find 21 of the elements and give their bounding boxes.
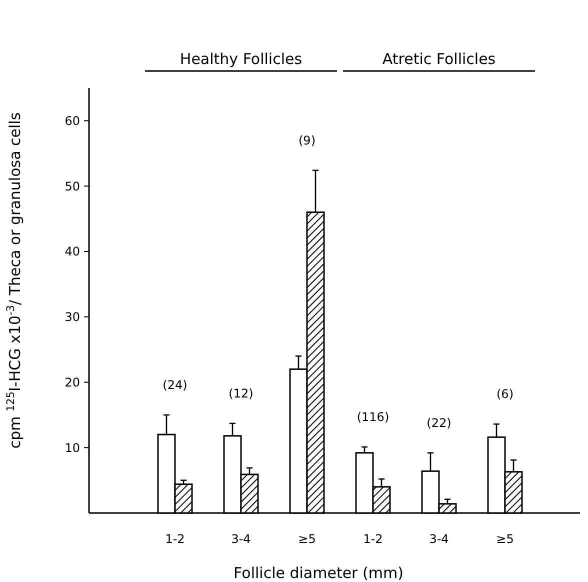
x-tick-label: 3-4: [231, 532, 251, 546]
x-tick-label: 1-2: [363, 532, 383, 546]
y-tick-label: 20: [64, 375, 80, 390]
y-tick-label: 10: [64, 440, 80, 455]
x-axis-title: Follicle diameter (mm): [234, 564, 404, 582]
x-tick-label: ≥5: [496, 532, 514, 546]
y-tick-label: 60: [64, 114, 80, 128]
text: Healthy Follicles: [180, 50, 302, 68]
annotation: (116): [356, 410, 390, 424]
annotation: (9): [298, 133, 316, 148]
y-tick-label: 30: [64, 310, 80, 324]
y-tick-label: 40: [64, 244, 80, 259]
annotation: (12): [228, 386, 254, 400]
annotation: (22): [426, 416, 452, 430]
x-tick-label: 1-2: [165, 532, 185, 546]
x-tick-label: ≥5: [298, 532, 316, 546]
y-tick-label: 50: [64, 179, 80, 194]
annotation: (6): [496, 387, 514, 402]
x-tick-label: 3-4: [429, 532, 449, 546]
annotation: (24): [162, 378, 188, 392]
text: Atretic Follicles: [382, 50, 496, 68]
